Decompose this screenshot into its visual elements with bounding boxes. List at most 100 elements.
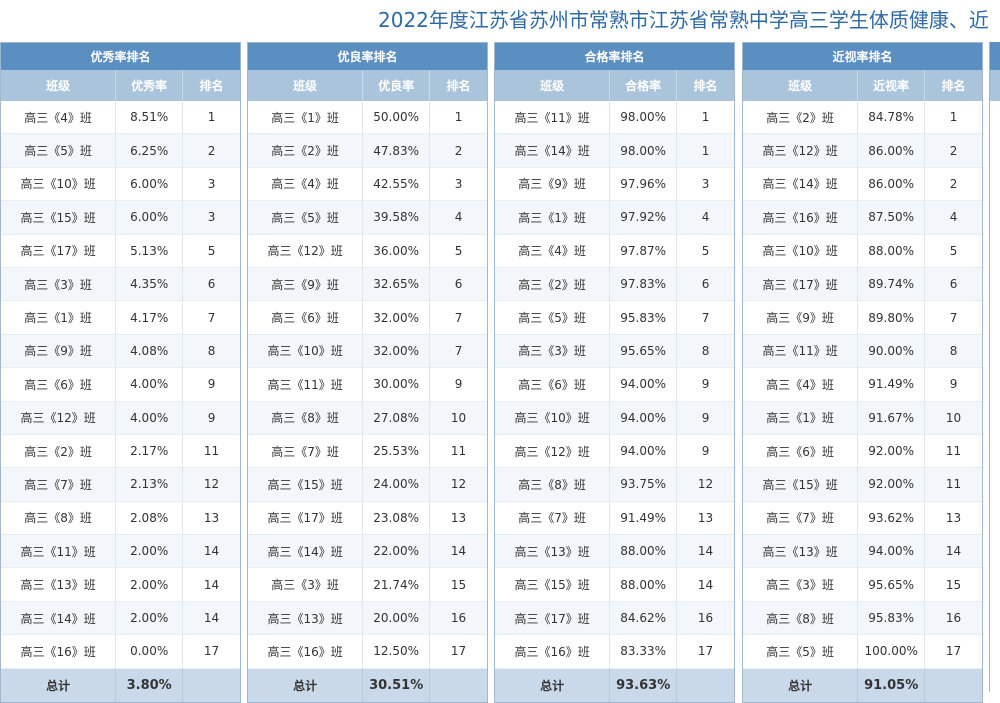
column-header-rank[interactable]: 排名 bbox=[676, 70, 734, 101]
rank-cell: 1 bbox=[182, 101, 240, 135]
column-header-class[interactable]: 班级 bbox=[248, 70, 364, 101]
class-cell: 高三《17》班 bbox=[495, 601, 611, 636]
column-header-row: 班级 合格率 排名 bbox=[495, 70, 734, 101]
table-row: 高三《12》班 4.00% 9 bbox=[1, 401, 240, 435]
rate-cell: 94.00% bbox=[609, 401, 678, 435]
table-row: 高三《11》班 2.00% 14 bbox=[1, 534, 240, 569]
rank-cell: 12 bbox=[182, 467, 240, 502]
total-label: 总计 bbox=[743, 668, 859, 702]
rate-cell: 32.65% bbox=[362, 267, 431, 302]
table-row: 高三《5》班 100.00% 17 bbox=[743, 634, 982, 669]
table-row: 高三《4》班 8.51% 1 bbox=[1, 101, 240, 135]
table-row: 高三《17》班 5.13% 5 bbox=[1, 234, 240, 268]
column-header-class[interactable]: 班级 bbox=[743, 70, 859, 101]
rate-cell: 95.65% bbox=[857, 567, 926, 602]
table-row: 高三《17》班 84.62% 16 bbox=[495, 601, 734, 636]
total-rank-empty bbox=[924, 668, 982, 702]
rate-cell: 91.49% bbox=[609, 501, 678, 536]
column-header-rank[interactable]: 排名 bbox=[924, 70, 982, 101]
class-cell: 高三《8》班 bbox=[495, 467, 611, 502]
rank-cell: 1 bbox=[676, 133, 734, 168]
total-rank-empty bbox=[182, 668, 240, 702]
rate-cell: 39.58% bbox=[362, 200, 431, 235]
rate-cell: 91.49% bbox=[857, 367, 926, 402]
rate-cell: 5.13% bbox=[115, 234, 184, 268]
class-cell: 高三《15》班 bbox=[743, 467, 859, 502]
rate-cell: 4.17% bbox=[115, 300, 184, 335]
class-cell: 高三《8》班 bbox=[248, 401, 364, 435]
table-row: 高三《4》班 91.49% 9 bbox=[743, 367, 982, 402]
column-header-rate[interactable]: 近视率 bbox=[857, 70, 926, 101]
rank-cell: 9 bbox=[676, 434, 734, 469]
table-row: 高三《9》班 4.08% 8 bbox=[1, 334, 240, 369]
rank-cell: 12 bbox=[676, 467, 734, 502]
rank-cell: 7 bbox=[676, 300, 734, 335]
rate-cell: 50.00% bbox=[362, 101, 431, 135]
rank-cell: 6 bbox=[676, 267, 734, 302]
rate-cell: 6.00% bbox=[115, 200, 184, 235]
rank-cell: 7 bbox=[182, 300, 240, 335]
column-header-rank[interactable]: 排名 bbox=[182, 70, 240, 101]
column-header-class[interactable]: 班级 bbox=[1, 70, 117, 101]
class-cell: 高三《9》班 bbox=[743, 300, 859, 335]
column-header-class[interactable]: 班级 bbox=[495, 70, 611, 101]
column-header-rate[interactable]: 优秀率 bbox=[115, 70, 184, 101]
table-row: 高三《15》班 6.00% 3 bbox=[1, 200, 240, 235]
rank-cell: 11 bbox=[924, 434, 982, 469]
rank-cell: 9 bbox=[182, 401, 240, 435]
rank-cell: 9 bbox=[182, 367, 240, 402]
rank-cell: 8 bbox=[924, 334, 982, 369]
total-value: 3.80% bbox=[115, 668, 184, 702]
rate-cell: 22.00% bbox=[362, 534, 431, 569]
class-cell: 高三《10》班 bbox=[743, 234, 859, 268]
column-header-rate[interactable]: 合格率 bbox=[609, 70, 678, 101]
class-cell: 高三《4》班 bbox=[743, 367, 859, 402]
rank-cell: 17 bbox=[182, 634, 240, 669]
class-cell: 高三《6》班 bbox=[1, 367, 117, 402]
rank-cell: 9 bbox=[924, 367, 982, 402]
rate-cell: 97.87% bbox=[609, 234, 678, 268]
class-cell: 高三《13》班 bbox=[495, 534, 611, 569]
rate-cell: 97.83% bbox=[609, 267, 678, 302]
table-row: 高三《14》班 86.00% 2 bbox=[743, 167, 982, 202]
class-cell: 高三《4》班 bbox=[248, 167, 364, 202]
class-cell: 高三《13》班 bbox=[248, 601, 364, 636]
rate-cell: 30.00% bbox=[362, 367, 431, 402]
rate-cell: 4.35% bbox=[115, 267, 184, 302]
rank-cell: 9 bbox=[676, 401, 734, 435]
class-cell: 高三《2》班 bbox=[743, 101, 859, 135]
table-row: 高三《5》班 39.58% 4 bbox=[248, 200, 487, 235]
rate-cell: 47.83% bbox=[362, 133, 431, 168]
rate-cell: 94.00% bbox=[609, 367, 678, 402]
myopia-rate-ranking-panel: 近视率排名 班级 近视率 排名 高三《2》班 84.78% 1 高三《12》班 86.00% 2 高… bbox=[742, 42, 983, 703]
table-row: 高三《16》班 87.50% 4 bbox=[743, 200, 982, 235]
rate-cell: 89.74% bbox=[857, 267, 926, 302]
total-label: 总计 bbox=[248, 668, 364, 702]
rate-cell: 32.00% bbox=[362, 300, 431, 335]
rank-cell: 5 bbox=[429, 234, 487, 268]
rank-cell: 17 bbox=[924, 634, 982, 669]
rank-cell: 3 bbox=[676, 167, 734, 202]
panel-title: 优秀率排名 bbox=[1, 43, 240, 70]
rank-cell: 14 bbox=[182, 567, 240, 602]
table-row: 高三《1》班 4.17% 7 bbox=[1, 300, 240, 335]
table-row: 高三《11》班 30.00% 9 bbox=[248, 367, 487, 402]
column-header-rate[interactable]: 优良率 bbox=[362, 70, 431, 101]
table-row: 高三《5》班 6.25% 2 bbox=[1, 133, 240, 168]
rank-cell: 10 bbox=[924, 401, 982, 435]
class-cell: 高三《2》班 bbox=[248, 133, 364, 168]
rank-cell: 3 bbox=[429, 167, 487, 202]
column-header-rank[interactable]: 排名 bbox=[429, 70, 487, 101]
total-label: 总计 bbox=[495, 668, 611, 702]
class-cell: 高三《12》班 bbox=[495, 434, 611, 469]
table-row: 高三《2》班 2.17% 11 bbox=[1, 434, 240, 469]
table-row: 高三《12》班 86.00% 2 bbox=[743, 133, 982, 168]
class-cell: 高三《9》班 bbox=[248, 267, 364, 302]
rate-cell: 6.00% bbox=[115, 167, 184, 202]
rank-cell: 10 bbox=[429, 401, 487, 435]
total-row: 总计 3.80% bbox=[1, 668, 240, 702]
table-row: 高三《2》班 84.78% 1 bbox=[743, 101, 982, 135]
rate-cell: 95.65% bbox=[609, 334, 678, 369]
rate-cell: 24.00% bbox=[362, 467, 431, 502]
table-row: 高三《12》班 36.00% 5 bbox=[248, 234, 487, 268]
